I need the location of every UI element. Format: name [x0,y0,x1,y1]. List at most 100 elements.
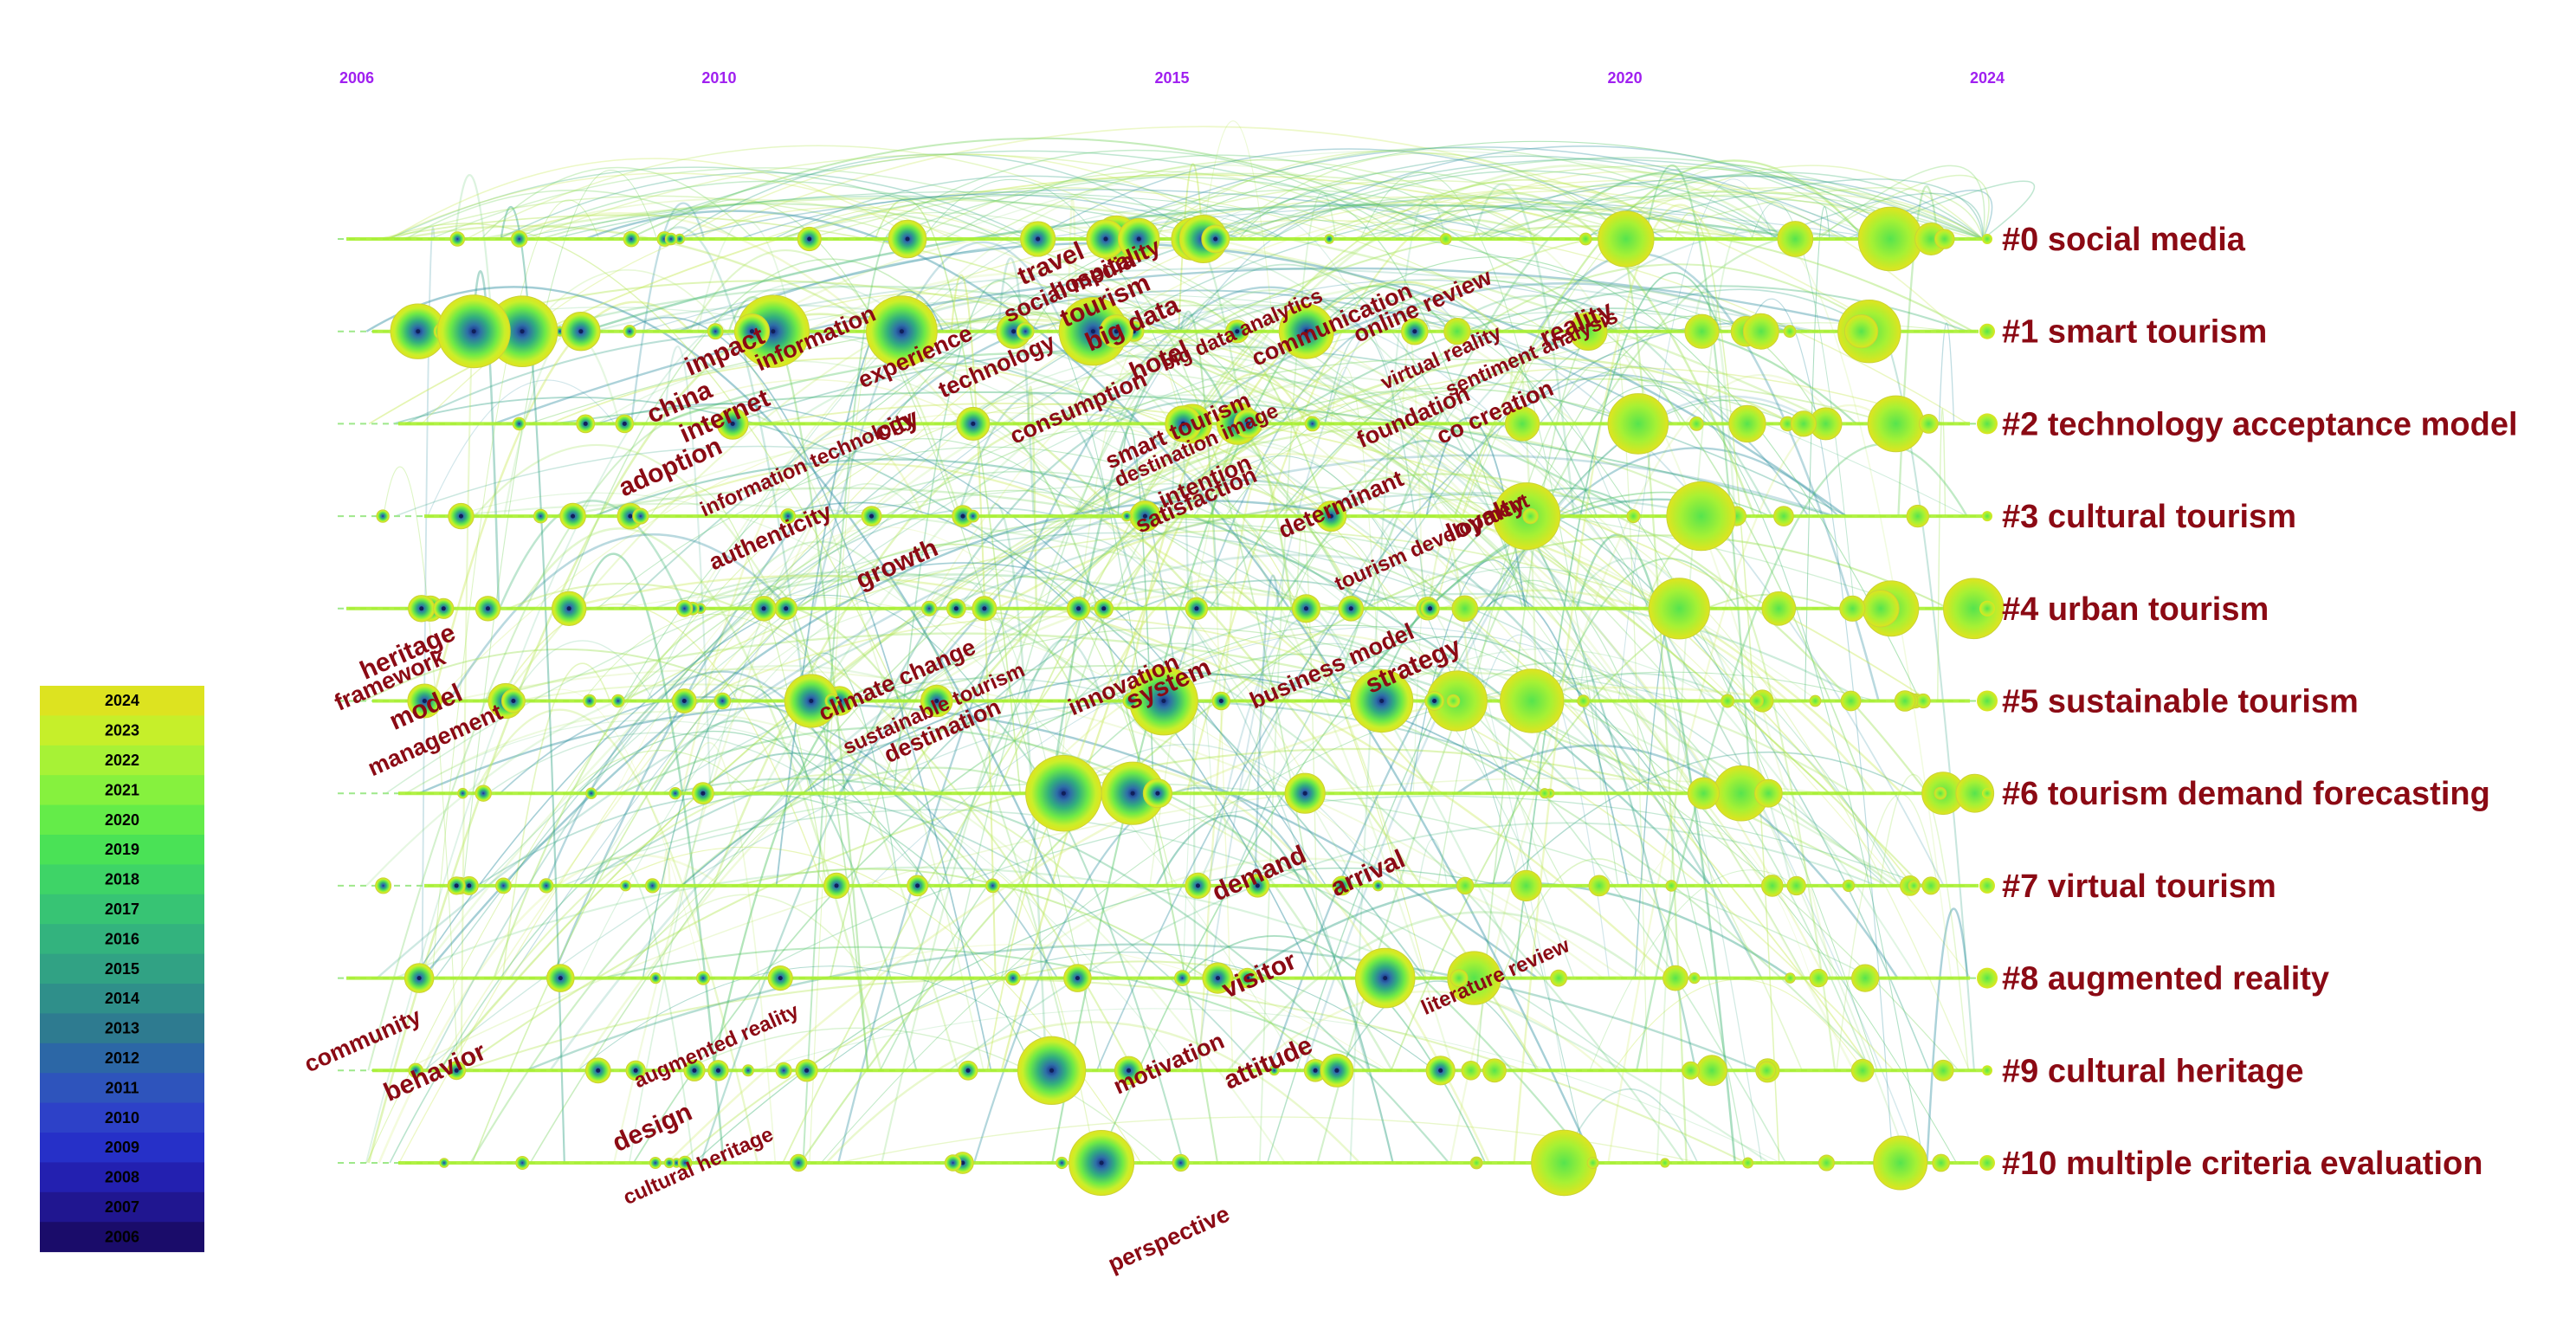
keyword-node[interactable] [1568,312,1608,352]
keyword-node[interactable] [1504,406,1540,442]
keyword-node[interactable] [632,507,649,525]
keyword-node[interactable] [1979,600,1995,617]
keyword-node[interactable] [1539,788,1551,799]
keyword-node[interactable] [1982,1065,1992,1076]
keyword-node[interactable] [1773,506,1794,526]
keyword-node[interactable] [1850,1058,1875,1082]
keyword-node[interactable] [623,325,636,339]
keyword-node[interactable] [619,880,631,892]
keyword-node[interactable] [375,877,392,894]
keyword-node[interactable] [1451,595,1479,623]
keyword-node[interactable] [1598,210,1655,268]
keyword-node[interactable] [1906,504,1929,528]
keyword-node[interactable] [1500,668,1565,733]
keyword-node[interactable] [1446,694,1461,708]
keyword-label[interactable]: visitor [1217,946,1301,1004]
keyword-node[interactable] [1862,590,1900,628]
keyword-node[interactable] [1626,509,1641,524]
keyword-node[interactable] [944,1154,962,1172]
keyword-node[interactable] [1461,1061,1482,1081]
keyword-node[interactable] [475,784,492,802]
keyword-node[interactable] [1688,416,1704,431]
keyword-node[interactable] [1873,1135,1928,1191]
keyword-node[interactable] [1979,877,1995,894]
keyword-node[interactable] [1809,694,1822,707]
keyword-node[interactable] [668,787,682,800]
keyword-node[interactable] [675,599,694,617]
keyword-node[interactable] [649,972,662,985]
keyword-node[interactable] [1372,880,1385,892]
keyword-node[interactable] [790,1153,808,1172]
keyword-node[interactable] [713,692,732,710]
keyword-node[interactable] [1761,591,1797,626]
keyword-node[interactable] [1760,875,1784,897]
keyword-node[interactable] [1304,416,1320,432]
keyword-node[interactable] [780,508,797,525]
keyword-node[interactable] [1550,969,1568,987]
keyword-node[interactable] [533,508,548,524]
keyword-node[interactable] [1934,786,1947,800]
keyword-node[interactable] [742,1064,755,1077]
keyword-node[interactable] [1857,206,1923,272]
keyword-node[interactable] [408,1062,423,1079]
keyword-node[interactable] [1867,395,1925,453]
keyword-node[interactable] [824,694,840,708]
keyword-node[interactable] [1510,869,1542,902]
keyword-node[interactable] [1522,507,1539,525]
keyword-node[interactable] [921,600,938,617]
cluster-label-0[interactable]: #0 social media [2002,222,2246,258]
keyword-node[interactable] [1742,313,1779,350]
keyword-node[interactable] [1449,969,1469,988]
keyword-node[interactable] [515,1156,530,1170]
keyword-node[interactable] [1785,972,1796,984]
keyword-node[interactable] [1016,322,1035,341]
keyword-node[interactable] [775,1062,792,1079]
cluster-label-8[interactable]: #8 augmented reality [2002,961,2329,997]
keyword-node[interactable] [1842,879,1856,893]
keyword-node[interactable] [1840,690,1862,712]
keyword-node[interactable] [376,509,390,523]
keyword-node[interactable] [1688,972,1701,985]
keyword-node[interactable] [1982,511,1992,522]
keyword-node[interactable] [1586,1157,1599,1169]
keyword-node[interactable] [1982,788,1992,799]
keyword-node[interactable] [1942,578,2005,640]
keyword-node[interactable] [1894,690,1916,712]
cluster-label-9[interactable]: #9 cultural heritage [2002,1053,2303,1089]
keyword-node[interactable] [1790,410,1817,437]
keyword-node[interactable] [449,231,466,247]
keyword-node[interactable] [1817,1154,1835,1172]
keyword-node[interactable] [1324,234,1334,244]
cluster-label-3[interactable]: #3 cultural tourism [2002,499,2296,535]
keyword-node[interactable] [583,694,597,708]
keyword-node[interactable] [495,877,512,894]
keyword-node[interactable] [1757,1061,1777,1081]
keyword-node[interactable] [1005,970,1021,986]
keyword-label[interactable]: perspective [1104,1201,1233,1277]
keyword-node[interactable] [1665,880,1678,892]
cluster-label-10[interactable]: #10 multiple criteria evaluation [2002,1146,2482,1182]
cluster-label-4[interactable]: #4 urban tourism [2002,591,2269,628]
keyword-node[interactable] [1979,323,1995,339]
keyword-node[interactable] [510,230,528,248]
keyword-node[interactable] [1122,692,1140,710]
cluster-label-6[interactable]: #6 tourism demand forecasting [2002,776,2490,812]
keyword-node[interactable] [1955,773,1995,813]
keyword-node[interactable] [1456,876,1475,895]
keyword-node[interactable] [1447,951,1501,1005]
keyword-node[interactable] [1577,694,1590,707]
keyword-node[interactable] [1932,1153,1951,1172]
keyword-node[interactable] [1721,694,1735,708]
keyword-node[interactable] [1979,1155,1995,1171]
keyword-node[interactable] [1173,970,1191,986]
keyword-node[interactable] [663,1157,675,1169]
keyword-node[interactable] [1588,875,1611,897]
keyword-node[interactable] [1482,1058,1507,1083]
keyword-node[interactable] [1662,965,1688,991]
keyword-node[interactable] [664,232,678,246]
keyword-node[interactable] [677,1155,693,1171]
keyword-node[interactable] [1696,1055,1728,1087]
keyword-node[interactable] [1977,967,1998,989]
keyword-node[interactable] [1982,234,1992,244]
cluster-label-5[interactable]: #5 sustainable tourism [2002,684,2359,720]
